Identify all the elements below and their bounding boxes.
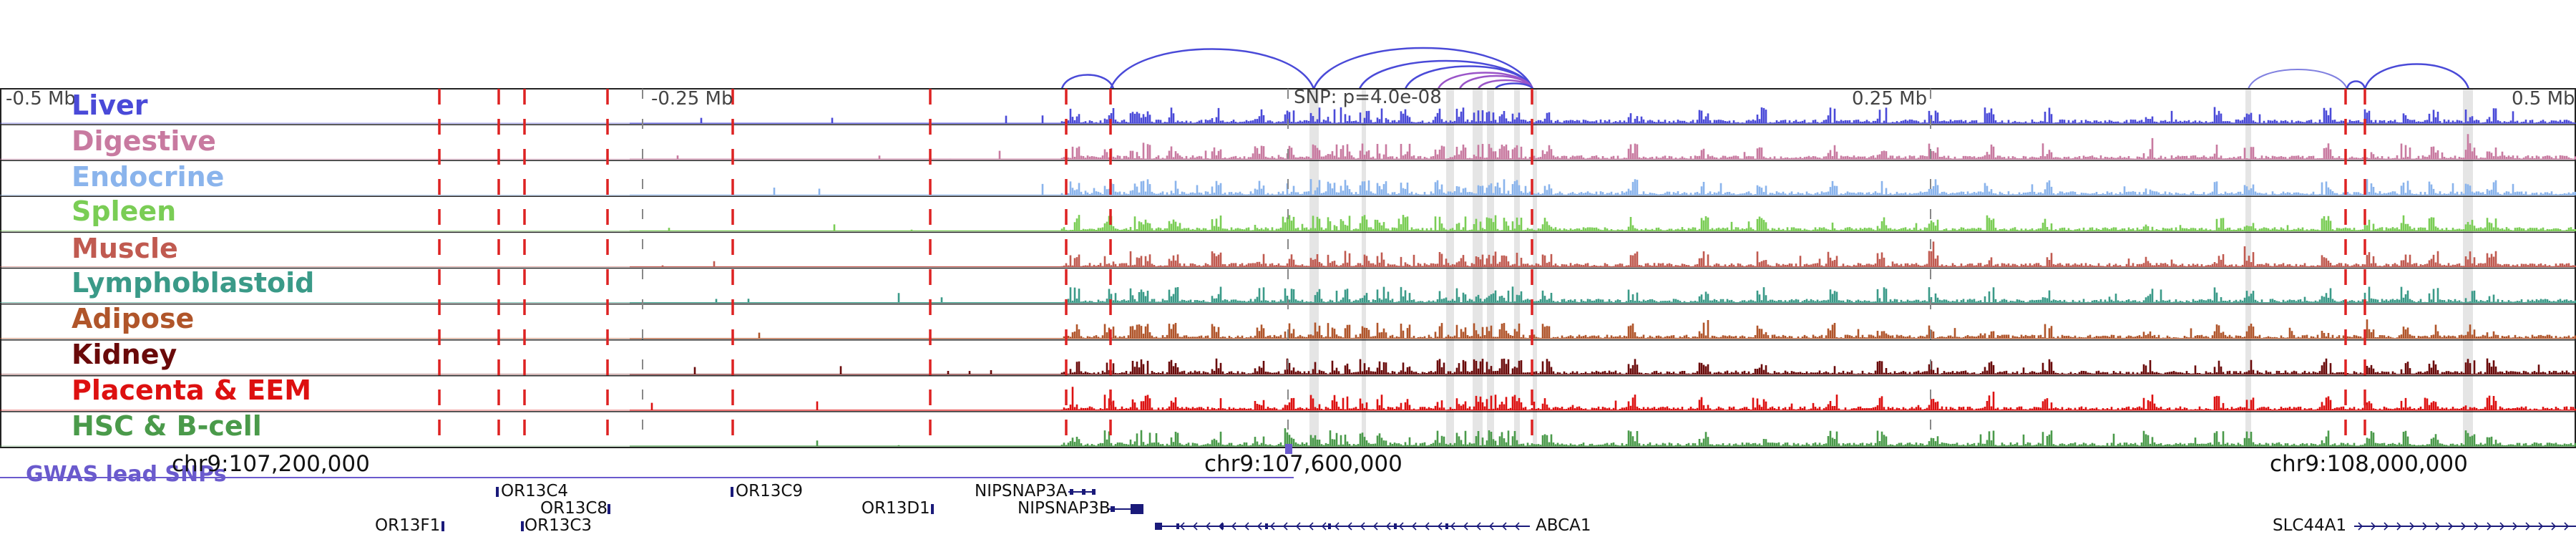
gene-label-slc44a1[interactable]: SLC44A1: [2273, 516, 2346, 535]
track-label-spleen: Spleen: [72, 195, 176, 227]
gene-body-or13c9[interactable]: [731, 487, 733, 497]
track-label-liver: Liver: [72, 90, 148, 121]
signal-peaks: [0, 428, 2576, 447]
signal-track-5: [0, 286, 2576, 304]
signal-peaks: [0, 319, 2576, 339]
signal-track-8: [0, 387, 2576, 411]
gene-label-or13f1[interactable]: OR13F1: [375, 516, 440, 535]
gwas-lead-snps-label: GWAS lead SNPs: [26, 462, 226, 487]
gene-body-or13c3[interactable]: [521, 521, 524, 531]
chromatin-loops: [1060, 47, 2470, 90]
coordinate-label-left: chr9:107,200,000: [172, 451, 370, 477]
signal-track-6: [0, 319, 2576, 339]
gene-label-or13c9[interactable]: OR13C9: [736, 482, 803, 500]
gene-body-or13c8[interactable]: [608, 504, 610, 514]
gene-label-or13c8[interactable]: OR13C8: [540, 499, 608, 518]
chromatin-loop-arc[interactable]: [1404, 65, 1534, 90]
track-label-digestive: Digestive: [72, 125, 216, 157]
gwas-snp-marker[interactable]: [1285, 444, 1292, 454]
track-label-kidney: Kidney: [72, 339, 177, 370]
chromatin-loop-arc[interactable]: [1109, 48, 1315, 90]
track-labels: Liver Digestive Endocrine Spleen Muscle …: [72, 90, 314, 442]
scale-label-mid-right: 0.25 Mb: [1852, 88, 1927, 110]
chromatin-loop-arc[interactable]: [1312, 47, 1534, 90]
signal-track-9: [0, 428, 2576, 447]
track-label-hsc-bcell: HSC & B-cell: [72, 410, 262, 442]
signal-track-1: [0, 134, 2576, 160]
gwas-track: GWAS lead SNPs: [0, 444, 1294, 487]
chromatin-loop-arc[interactable]: [1060, 74, 1115, 90]
track-label-endocrine: Endocrine: [72, 161, 224, 193]
chromatin-loop-arc[interactable]: [1494, 82, 1534, 90]
snp-pvalue-label: SNP: p=4.0e-08: [1294, 87, 1442, 108]
signal-track-4: [0, 241, 2576, 268]
track-label-muscle: Muscle: [72, 233, 178, 264]
gene-body-abca1[interactable]: [1155, 522, 1530, 531]
signal-track-0: [0, 107, 2576, 124]
gene-label-or13d1[interactable]: OR13D1: [862, 499, 930, 518]
coordinate-label-right: chr9:108,000,000: [2270, 451, 2468, 477]
track-label-lymphoblastoid: Lymphoblastoid: [72, 267, 314, 299]
gene-label-nipsnap3a[interactable]: NIPSNAP3A: [975, 482, 1068, 500]
gene-label-or13c4[interactable]: OR13C4: [501, 482, 568, 500]
gene-body-nipsnap3a[interactable]: [1068, 489, 1096, 495]
gene-body-or13c4[interactable]: [496, 487, 499, 497]
coordinate-label-center: chr9:107,600,000: [1204, 451, 1402, 477]
chromatin-loop-arc[interactable]: [2248, 69, 2348, 90]
scale-label-mid-left: -0.25 Mb: [651, 88, 733, 110]
gene-body-nipsnap3b[interactable]: [1108, 504, 1143, 514]
gene-label-or13c3[interactable]: OR13C3: [525, 516, 592, 535]
scale-label-right: 0.5 Mb: [2512, 88, 2575, 110]
signal-track-3: [0, 215, 2576, 231]
gene-label-abca1[interactable]: ABCA1: [1536, 516, 1591, 535]
gene-body-slc44a1[interactable]: [2354, 522, 2576, 531]
chromatin-loop-arc[interactable]: [2346, 80, 2366, 90]
track-label-placenta: Placenta & EEM: [72, 374, 311, 406]
gene-body-or13d1[interactable]: [931, 504, 934, 514]
gene-body-or13f1[interactable]: [441, 521, 444, 531]
gene-annotation-track: OR13C4 OR13C9 NIPSNAP3A OR13C8 OR13D1 NI…: [375, 482, 2576, 535]
scale-label-left: -0.5 Mb: [6, 88, 76, 110]
genomic-coordinates: chr9:107,200,000 chr9:107,600,000 chr9:1…: [172, 451, 2468, 477]
track-label-adipose: Adipose: [72, 303, 194, 334]
scale-bar: -0.5 Mb -0.25 Mb SNP: p=4.0e-08 0.25 Mb …: [6, 87, 2575, 110]
chromatin-loop-arc[interactable]: [2363, 63, 2470, 90]
gene-label-nipsnap3b[interactable]: NIPSNAP3B: [1018, 499, 1111, 518]
